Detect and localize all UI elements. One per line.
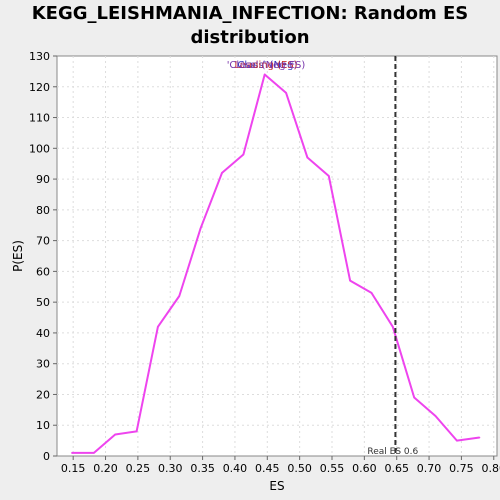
data-point <box>135 430 138 433</box>
real-es-label: Real ES 0.6 <box>367 447 418 457</box>
y-tick-label: 60 <box>36 265 50 278</box>
data-point <box>434 415 437 417</box>
legend-entry: Leading (ES) <box>234 60 297 71</box>
data-point <box>478 436 481 439</box>
y-tick-label: 120 <box>29 81 50 94</box>
data-point <box>327 175 330 177</box>
x-tick-label: 0.50 <box>287 462 312 475</box>
y-tick-label: 100 <box>29 142 50 155</box>
y-tick-label: 10 <box>36 419 50 432</box>
y-axis-title: P(ES) <box>11 240 25 272</box>
y-tick-label: 110 <box>29 112 50 125</box>
x-tick-label: 0.20 <box>93 462 118 475</box>
data-point <box>178 295 181 297</box>
legend-layer: 'Class' (Neg)Leading (ES)'Class' (Neg ES… <box>227 60 306 71</box>
x-tick-label: 0.40 <box>223 462 248 475</box>
x-tick-label: 0.80 <box>482 462 500 475</box>
y-tick-label: 130 <box>29 50 50 63</box>
series-layer <box>71 73 481 454</box>
y-tick-label: 90 <box>36 173 50 186</box>
x-tick-label: 0.15 <box>61 462 86 475</box>
grid-layer <box>57 56 497 456</box>
x-tick-label: 0.30 <box>158 462 183 475</box>
x-tick-label: 0.25 <box>126 462 151 475</box>
data-point <box>199 227 202 230</box>
data-point <box>242 153 245 156</box>
data-point <box>413 396 415 399</box>
y-tick-label: 70 <box>36 235 50 248</box>
y-tick-label: 20 <box>36 388 50 401</box>
data-point <box>263 73 266 76</box>
data-point <box>370 292 373 294</box>
y-tick-label: 0 <box>43 450 50 463</box>
data-point <box>306 156 309 159</box>
plot-background <box>56 55 498 457</box>
data-point <box>392 325 394 328</box>
data-point <box>71 452 73 454</box>
x-tick-label: 0.45 <box>255 462 280 475</box>
y-tick-label: 80 <box>36 204 50 217</box>
series-line <box>71 73 480 454</box>
data-point <box>93 452 95 454</box>
data-point <box>285 92 287 94</box>
chart-title: KEGG_LEISHMANIA_INFECTION: Random ES dis… <box>31 3 469 48</box>
marker-layer: Real ES 0.6 <box>367 56 419 457</box>
x-tick-label: 0.60 <box>352 462 377 475</box>
data-point <box>114 433 117 436</box>
y-tick-label: 50 <box>36 296 50 309</box>
x-tick-label: 0.75 <box>449 462 474 475</box>
data-point <box>221 172 223 174</box>
x-tick-label: 0.65 <box>384 462 409 475</box>
x-tick-label: 0.35 <box>190 462 215 475</box>
x-axis-title: ES <box>269 479 284 493</box>
legend-entry: 'Class' (Neg ES) <box>227 60 306 71</box>
legend-entry: 'Class' (Neg) <box>235 60 298 71</box>
x-tick-label: 0.70 <box>417 462 442 475</box>
data-point <box>349 279 351 282</box>
y-tick-label: 30 <box>36 358 50 371</box>
data-point <box>157 325 159 328</box>
axis-layer: 0 10 20 30 40 50 60 70 80 90 100 110 120 130 0.15 0.20 0… <box>29 50 500 475</box>
x-tick-label: 0.55 <box>320 462 345 475</box>
data-point <box>456 439 458 442</box>
y-tick-label: 40 <box>36 327 50 340</box>
